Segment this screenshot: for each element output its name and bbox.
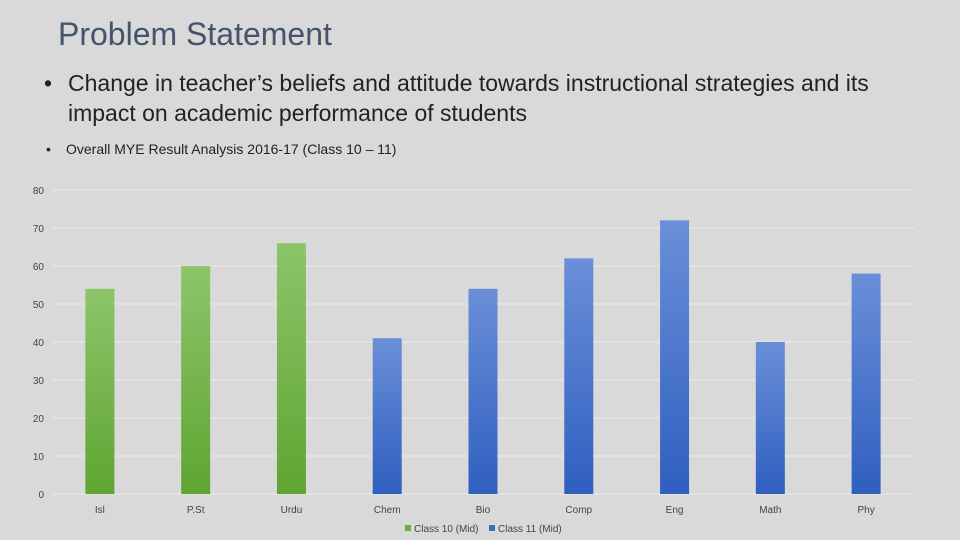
main-bullet: • Change in teacher’s beliefs and attitu… [44, 68, 924, 128]
bar-math [755, 342, 785, 494]
x-tick-label: Math [759, 505, 781, 516]
x-tick-label: Chem [374, 505, 401, 516]
y-axis-ticks: 0 10 20 30 40 50 60 70 80 [33, 186, 45, 501]
slide-title: Problem Statement [58, 16, 332, 52]
legend: Class 10 (Mid) Class 11 (Mid) [405, 524, 562, 535]
legend-swatch [489, 525, 495, 531]
y-tick-label: 20 [33, 414, 45, 425]
bullet-marker: • [44, 70, 53, 96]
y-tick-label: 70 [33, 224, 45, 235]
bar-comp [564, 258, 594, 494]
bar-bio [468, 288, 498, 494]
legend-swatch [405, 525, 411, 531]
x-axis-ticks: Isl P.St Urdu Chem Bio Comp Eng Math Phy [95, 505, 875, 516]
x-tick-label: Isl [95, 505, 105, 516]
sub-bullet-text: Overall MYE Result Analysis 2016-17 (Cla… [66, 141, 397, 157]
x-tick-label: Bio [476, 505, 491, 516]
bar-phy [851, 273, 881, 494]
legend-label: Class 11 (Mid) [498, 524, 562, 535]
x-tick-label: Phy [857, 505, 874, 516]
bar-isl [85, 288, 115, 494]
x-tick-label: P.St [187, 505, 205, 516]
y-tick-label: 50 [33, 300, 45, 311]
main-bullet-text: Change in teacher’s beliefs and attitude… [68, 70, 869, 126]
x-tick-label: Urdu [281, 505, 303, 516]
bullet-marker: • [46, 141, 51, 157]
bars [85, 220, 881, 494]
bar-chem [372, 338, 402, 494]
bar-eng [660, 220, 690, 494]
legend-label: Class 10 (Mid) [414, 524, 478, 535]
y-tick-label: 30 [33, 376, 45, 387]
sub-bullet: • Overall MYE Result Analysis 2016-17 (C… [46, 141, 396, 157]
bar-p-st [181, 266, 211, 494]
y-tick-label: 0 [38, 490, 44, 501]
y-tick-label: 80 [33, 186, 45, 197]
bar-urdu [276, 243, 306, 494]
y-tick-label: 10 [33, 452, 45, 463]
x-tick-label: Eng [666, 505, 684, 516]
x-tick-label: Comp [565, 505, 592, 516]
y-tick-label: 60 [33, 262, 45, 273]
y-tick-label: 40 [33, 338, 45, 349]
bar-chart: 0 10 20 30 40 50 60 70 80 Isl P.St Urdu Chem Bio Comp… [33, 186, 914, 535]
